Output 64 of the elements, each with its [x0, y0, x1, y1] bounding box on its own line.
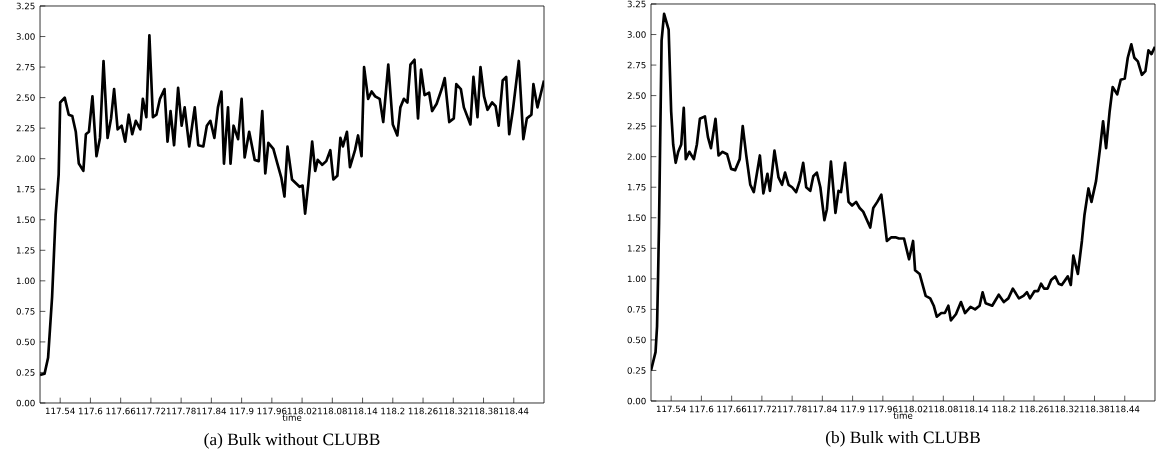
x-tick-label: 117.84 [197, 407, 227, 415]
y-tick-label: 1.00 [16, 277, 35, 285]
x-tick-label: 117.66 [106, 407, 136, 415]
x-tick-label: 118.2 [381, 407, 405, 415]
y-tick-label: 3.00 [627, 31, 646, 38]
x-axis-title: time [893, 412, 913, 419]
y-tick-label: 0.50 [16, 338, 35, 346]
x-axis-title: time [282, 414, 302, 421]
y-tick-label: 2.50 [627, 92, 646, 99]
x-tick-label: 118.32 [439, 407, 468, 415]
x-tick-label: 117.6 [689, 405, 714, 413]
x-tick-label: 118.38 [1080, 405, 1110, 413]
y-tick-label: 2.25 [16, 124, 35, 132]
y-tick-label: 1.75 [16, 186, 35, 193]
x-tick-label: 117.9 [841, 405, 865, 413]
y-tick-label: 1.50 [16, 216, 35, 224]
y-tick-label: 0.75 [627, 306, 646, 313]
x-tick-label: 117.96 [868, 405, 898, 413]
x-tick-label: 118.08 [929, 405, 958, 413]
x-tick-label: 118.08 [318, 407, 347, 415]
x-tick-label: 118.44 [1110, 405, 1140, 413]
y-tick-label: 3.25 [627, 0, 646, 8]
y-tick-label: 0.50 [627, 336, 646, 344]
y-tick-label: 0.00 [16, 399, 35, 407]
x-tick-label: 117.72 [747, 405, 777, 413]
y-tick-label: 1.50 [627, 214, 646, 222]
x-tick-label: 118.14 [959, 405, 989, 413]
x-tick-label: 118.26 [408, 407, 438, 415]
y-tick-label: 0.00 [627, 397, 646, 405]
x-tick-label: 117.66 [717, 405, 747, 413]
y-tick-label: 1.25 [627, 245, 646, 252]
x-tick-label: 117.9 [230, 407, 254, 415]
y-tick-label: 0.75 [16, 308, 35, 315]
y-tick-label: 2.00 [627, 153, 646, 160]
x-tick-label: 118.38 [469, 407, 499, 415]
x-tick-label: 118.44 [499, 407, 529, 415]
y-tick-label: 0.25 [16, 369, 35, 376]
x-tick-label: 117.96 [257, 407, 287, 415]
x-tick-label: 118.2 [992, 405, 1016, 413]
x-tick-label: 117.54 [656, 405, 686, 413]
x-tick-label: 117.78 [166, 407, 196, 415]
x-tick-label: 118.02 [898, 405, 928, 413]
x-tick-label: 117.54 [45, 407, 75, 415]
x-tick-label: 117.6 [78, 407, 103, 415]
y-tick-label: 2.75 [16, 63, 35, 71]
x-tick-label: 118.26 [1019, 405, 1049, 413]
y-tick-label: 2.75 [627, 61, 646, 69]
text: (a) Bulk without CLUBB [204, 433, 380, 449]
y-tick-label: 3.25 [16, 2, 35, 10]
text: (b) Bulk with CLUBB [825, 431, 980, 447]
y-tick-label: 2.50 [16, 94, 35, 101]
x-tick-label: 117.84 [808, 405, 838, 413]
y-tick-label: 1.25 [16, 247, 35, 254]
y-tick-label: 0.25 [627, 367, 646, 374]
y-tick-label: 1.75 [627, 184, 646, 191]
y-tick-label: 2.25 [627, 122, 646, 130]
y-tick-label: 3.00 [16, 33, 35, 40]
x-tick-label: 117.78 [777, 405, 807, 413]
y-tick-label: 1.00 [627, 275, 646, 283]
x-tick-label: 118.32 [1050, 405, 1079, 413]
x-tick-label: 117.72 [136, 407, 166, 415]
x-tick-label: 118.02 [287, 407, 317, 415]
y-tick-label: 2.00 [16, 155, 35, 162]
x-tick-label: 118.14 [348, 407, 378, 415]
